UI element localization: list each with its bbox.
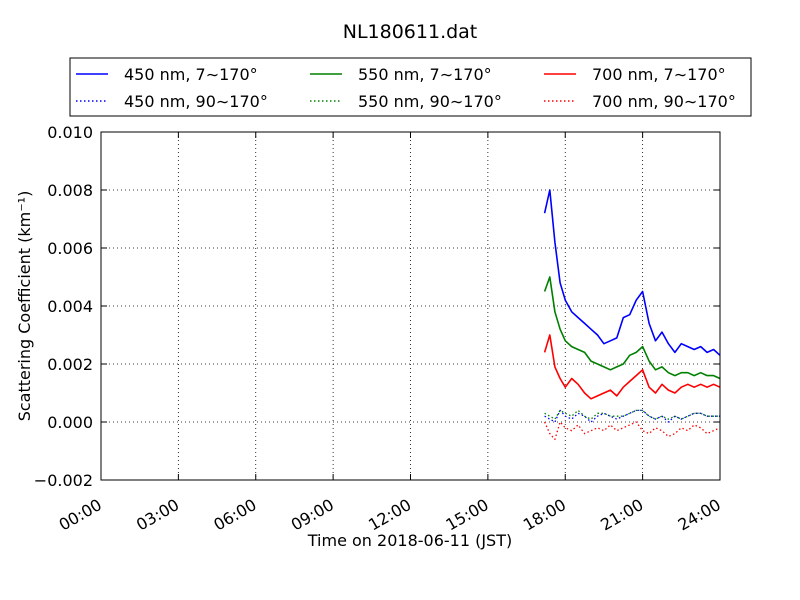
- legend-label-0: 450 nm, 7∼170°: [124, 65, 258, 84]
- legend-label-2: 550 nm, 7∼170°: [358, 65, 492, 84]
- x-tick-label: 09:00: [288, 495, 337, 535]
- y-tick-label: 0.000: [47, 413, 93, 432]
- legend-label-5: 700 nm, 90∼170°: [592, 92, 736, 111]
- y-tick-label: −0.002: [34, 471, 93, 490]
- series-line-4: [543, 334, 721, 400]
- series-line-3: [544, 409, 720, 420]
- x-tick-label: 12:00: [365, 495, 414, 535]
- series-line-2: [543, 276, 721, 380]
- y-tick-label: 0.004: [47, 297, 93, 316]
- y-tick-label: 0.010: [47, 123, 93, 142]
- x-axis-label: Time on 2018-06-11 (JST): [307, 531, 512, 550]
- x-tick-label: 24:00: [675, 495, 724, 535]
- chart-title: NL180611.dat: [343, 21, 478, 43]
- legend-label-1: 450 nm, 90∼170°: [124, 92, 268, 111]
- x-tick-label: 18:00: [520, 495, 569, 535]
- series-layer: [543, 189, 721, 441]
- grid: [100, 131, 721, 481]
- series-line-1: [544, 409, 720, 423]
- x-tick-label: 03:00: [133, 495, 182, 535]
- x-tick-label: 06:00: [210, 495, 259, 535]
- x-tick-label: 00:00: [56, 495, 105, 535]
- legend-label-3: 550 nm, 90∼170°: [358, 92, 502, 111]
- y-tick-label: 0.002: [47, 355, 93, 374]
- legend-label-4: 700 nm, 7∼170°: [592, 65, 726, 84]
- y-tick-label: 0.008: [47, 181, 93, 200]
- x-tick-label: 15:00: [442, 495, 491, 535]
- y-tick-label: 0.006: [47, 239, 93, 258]
- series-line-5: [544, 421, 721, 441]
- y-axis-label: Scattering Coefficient (km⁻¹): [15, 191, 34, 422]
- x-tick-label: 21:00: [597, 495, 646, 535]
- series-line-0: [543, 189, 721, 356]
- legend-box: [69, 57, 752, 117]
- legend: 450 nm, 7∼170° 450 nm, 90∼170° 550 nm, 7∼1…: [69, 57, 752, 117]
